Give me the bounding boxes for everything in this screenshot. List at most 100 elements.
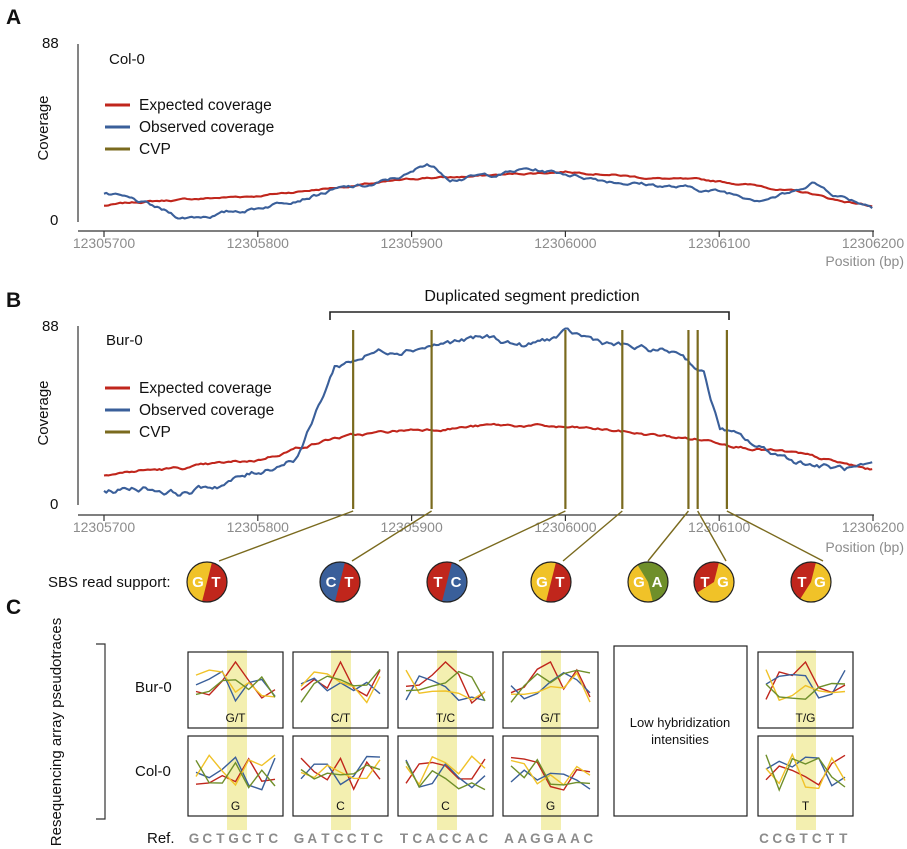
pseudotrace-box-top bbox=[397, 651, 494, 729]
pseudotrace-line bbox=[765, 669, 846, 702]
pseudotrace-line bbox=[195, 756, 276, 791]
pseudotrace-call-bottom: G bbox=[546, 799, 555, 813]
x-tick-label: 12305900 bbox=[380, 519, 443, 535]
ref-base: C bbox=[268, 831, 278, 846]
pseudotrace-line bbox=[300, 671, 381, 704]
pseudotrace-line bbox=[195, 669, 276, 698]
y-axis-label-a: Coverage bbox=[35, 95, 52, 160]
sbs-read-support-label: SBS read support: bbox=[48, 574, 171, 591]
pseudotrace-line bbox=[300, 756, 381, 791]
low-intensity-box bbox=[613, 645, 748, 817]
pseudotrace-call-bottom: G bbox=[231, 799, 240, 813]
pseudotrace-box-bottom bbox=[397, 735, 494, 817]
pie-base-right: C bbox=[451, 574, 462, 591]
legend-cvp-a: CVP bbox=[139, 141, 171, 158]
pseudotrace-column-4: G/TGA A G G A A C bbox=[502, 651, 599, 846]
pie-connector bbox=[697, 510, 727, 562]
pseudotrace-column-6: T/GTC C G T C T T bbox=[757, 651, 854, 846]
pie-base-left: G bbox=[633, 574, 645, 591]
pie-connectors bbox=[218, 510, 824, 562]
legend-observed-a: Observed coverage bbox=[139, 119, 274, 136]
pie-base-right: T bbox=[344, 574, 353, 591]
pie-base-right: T bbox=[211, 574, 220, 591]
legend-expected-a: Expected coverage bbox=[139, 97, 272, 114]
cvp-markers bbox=[352, 330, 728, 509]
pseudotrace-call-top: C/T bbox=[331, 711, 351, 725]
pseudotrace-line bbox=[765, 682, 846, 700]
duplicated-segment-label: Duplicated segment prediction bbox=[424, 288, 639, 305]
ref-base: T bbox=[799, 831, 808, 846]
pseudotrace-line bbox=[195, 754, 276, 787]
pseudotrace-line bbox=[300, 668, 381, 703]
pseudotrace-box-top bbox=[292, 651, 389, 729]
legend-a: Expected coverage Observed coverage CVP bbox=[105, 97, 274, 158]
pie-slice-right bbox=[335, 562, 360, 603]
pie-outline bbox=[530, 561, 572, 603]
pseudotrace-line bbox=[195, 660, 276, 699]
x-tick-label: 12306100 bbox=[688, 235, 751, 251]
ref-base: G bbox=[543, 831, 554, 846]
pie-base-left: C bbox=[326, 574, 337, 591]
pie-base-right: G bbox=[814, 574, 826, 591]
pseudotrace-line bbox=[510, 759, 591, 786]
ref-base: T bbox=[216, 831, 225, 846]
series-line-observed bbox=[103, 327, 873, 497]
pseudotrace-line bbox=[405, 669, 486, 701]
ref-base: A bbox=[517, 831, 527, 846]
pseudotrace-line bbox=[195, 759, 276, 789]
pie-connector bbox=[351, 510, 432, 562]
x-tick-label: 12305700 bbox=[73, 519, 136, 535]
ref-base: G bbox=[294, 831, 305, 846]
ref-base: C bbox=[812, 831, 822, 846]
pseudotrace-line bbox=[765, 752, 846, 790]
pie-base-left: G bbox=[192, 574, 204, 591]
low-intensity-label: Low hybridization bbox=[630, 715, 730, 730]
panel-letter-b: B bbox=[6, 289, 21, 312]
pseudotrace-column-3: T/CCT C A C C A C bbox=[397, 651, 494, 846]
plot-area-a bbox=[103, 163, 873, 220]
pie-base-left: G bbox=[536, 574, 548, 591]
pseudotrace-call-top: T/G bbox=[796, 711, 816, 725]
highlight-column bbox=[331, 650, 351, 830]
y-axis-label-b: Coverage bbox=[35, 380, 52, 445]
pseudotrace-column-1: G/TGG C T G C T C bbox=[187, 651, 284, 846]
x-axis-label-a: Position (bp) bbox=[825, 253, 904, 269]
y-max-label-b: 88 bbox=[42, 318, 59, 335]
series-line-expected bbox=[103, 422, 873, 477]
pseudotrace-line bbox=[765, 754, 846, 786]
x-tick-label: 12306200 bbox=[842, 235, 905, 251]
pie-slice-right bbox=[697, 562, 734, 602]
row-group-bracket bbox=[96, 643, 106, 820]
ref-base: C bbox=[478, 831, 488, 846]
pie-slice-right bbox=[202, 562, 227, 603]
x-ticks-b: 12305700 12305800 12305900 12306000 12306100… bbox=[73, 515, 905, 535]
ref-base: A bbox=[557, 831, 567, 846]
x-tick-label: 12306200 bbox=[842, 519, 905, 535]
pseudotrace-line bbox=[405, 670, 486, 702]
sample-label-b: Bur-0 bbox=[106, 332, 143, 349]
ref-base: C bbox=[439, 831, 449, 846]
highlight-column bbox=[437, 650, 457, 830]
pseudotrace-box-bottom bbox=[187, 735, 284, 817]
ref-base: T bbox=[361, 831, 370, 846]
ref-base: T bbox=[256, 831, 265, 846]
ref-base: G bbox=[785, 831, 796, 846]
ref-base: A bbox=[426, 831, 436, 846]
pseudotrace-line bbox=[765, 756, 846, 787]
pie-base-left: T bbox=[797, 574, 806, 591]
pseudotrace-box-top bbox=[757, 651, 854, 729]
pseudotrace-line bbox=[405, 755, 486, 786]
ref-base: T bbox=[321, 831, 330, 846]
pie-connector bbox=[218, 510, 354, 562]
pie-outline bbox=[186, 561, 228, 603]
pie-connector bbox=[726, 510, 824, 562]
ref-base: C bbox=[412, 831, 422, 846]
pseudotrace-box-bottom bbox=[757, 735, 854, 817]
